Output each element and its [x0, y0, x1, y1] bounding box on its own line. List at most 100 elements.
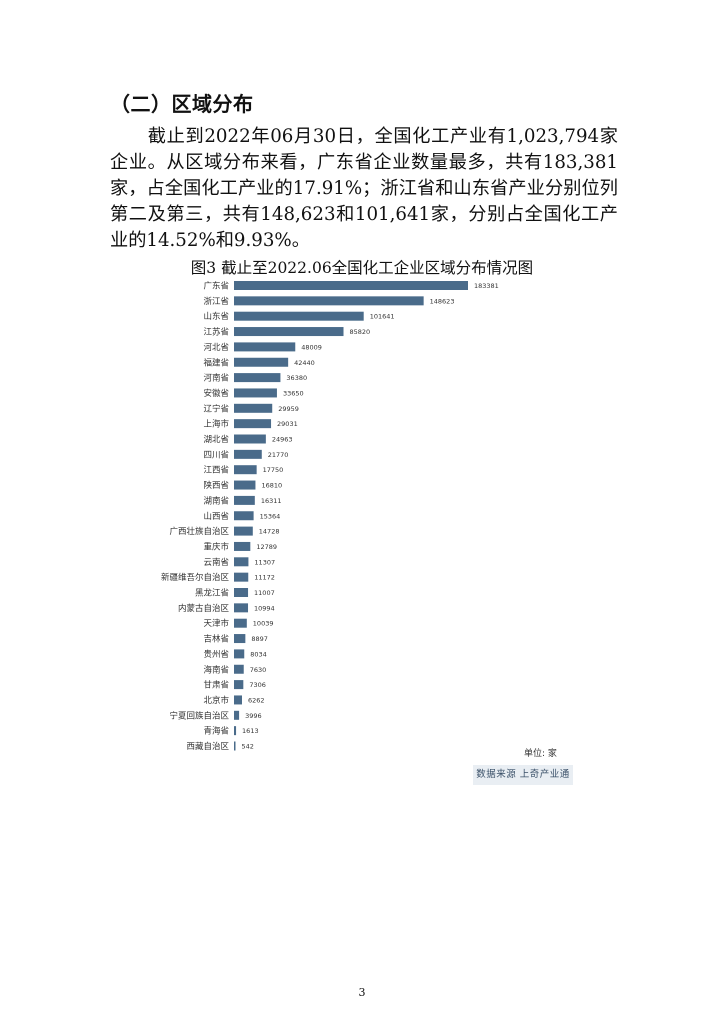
bar — [234, 342, 296, 352]
category-label: 辽宁省 — [203, 403, 229, 414]
value-label: 16311 — [261, 497, 282, 505]
bar — [234, 388, 277, 398]
value-label: 29031 — [277, 420, 298, 428]
category-label: 四川省 — [203, 449, 229, 460]
category-label: 贵州省 — [203, 649, 229, 660]
value-label: 183381 — [474, 282, 499, 290]
category-label: 重庆市 — [203, 541, 229, 552]
category-label: 江苏省 — [203, 327, 229, 338]
bar — [234, 311, 364, 321]
category-label: 吉林省 — [203, 634, 229, 645]
category-label: 宁夏回族自治区 — [169, 710, 229, 721]
bar — [234, 572, 249, 582]
paragraph-text: 截止到2022年06月30日，全国化工产业有1,023,794家企业。从区域分布… — [110, 126, 618, 251]
bar — [234, 419, 272, 429]
bar — [234, 526, 253, 536]
category-label: 陕西省 — [203, 480, 229, 491]
category-label: 河南省 — [203, 373, 229, 384]
bar — [234, 741, 236, 751]
bar — [234, 618, 247, 628]
bar — [234, 588, 249, 597]
bar — [234, 557, 249, 567]
category-label: 内蒙古自治区 — [178, 603, 230, 614]
value-label: 10039 — [253, 620, 274, 628]
category-label: 福建省 — [203, 357, 229, 368]
bar — [234, 357, 289, 367]
value-label: 85820 — [350, 328, 371, 336]
value-label: 16810 — [261, 482, 282, 490]
value-label: 10994 — [254, 604, 275, 612]
section-heading: （二）区域分布 — [110, 92, 254, 116]
category-label: 甘肃省 — [203, 680, 229, 691]
category-label: 湖北省 — [203, 434, 229, 445]
bar — [234, 664, 244, 674]
category-label: 安徽省 — [203, 388, 229, 399]
category-label: 江西省 — [203, 465, 229, 476]
bar — [234, 495, 255, 505]
category-label: 青海省 — [203, 726, 229, 737]
bar — [234, 649, 245, 659]
bar — [234, 327, 344, 337]
value-label: 11172 — [254, 574, 275, 582]
bar — [234, 726, 237, 736]
bar — [234, 710, 240, 720]
value-label: 11307 — [254, 558, 275, 566]
value-label: 48009 — [301, 343, 322, 351]
value-label: 36380 — [286, 374, 307, 382]
value-label: 15364 — [260, 512, 281, 520]
bar — [234, 603, 249, 613]
category-label: 北京市 — [203, 695, 229, 706]
bar — [234, 541, 251, 551]
value-label: 21770 — [268, 451, 289, 459]
value-label: 33650 — [283, 389, 304, 397]
bar — [234, 296, 424, 306]
category-label: 浙江省 — [203, 296, 229, 307]
bar — [234, 373, 281, 383]
bar — [234, 511, 254, 521]
bar — [234, 680, 244, 690]
value-label: 11007 — [254, 589, 275, 597]
unit-label: 单位: 家 — [524, 749, 557, 759]
category-label: 云南省 — [203, 557, 229, 568]
value-label: 8034 — [250, 650, 267, 658]
category-label: 河北省 — [203, 342, 229, 353]
bar — [234, 434, 266, 444]
category-label: 湖南省 — [203, 495, 229, 506]
body-paragraph: 截止到2022年06月30日，全国化工产业有1,023,794家企业。从区域分布… — [110, 124, 618, 254]
value-label: 7630 — [250, 666, 267, 674]
value-label: 1613 — [242, 727, 259, 735]
value-label: 29959 — [278, 405, 299, 413]
category-label: 新疆维吾尔自治区 — [161, 572, 230, 583]
value-label: 542 — [242, 743, 254, 751]
value-label: 3996 — [245, 712, 262, 720]
bar — [234, 465, 257, 475]
category-label: 山西省 — [203, 511, 229, 522]
category-label: 海南省 — [203, 664, 229, 675]
category-label: 上海市 — [203, 419, 229, 430]
bar — [234, 449, 262, 459]
value-label: 148623 — [430, 297, 455, 305]
bar — [234, 403, 273, 413]
category-label: 黑龙江省 — [195, 588, 230, 599]
value-label: 7306 — [249, 681, 266, 689]
value-label: 24963 — [272, 436, 293, 444]
page-number: 3 — [358, 986, 366, 999]
value-label: 42440 — [294, 359, 315, 367]
category-label: 广西壮族自治区 — [169, 526, 229, 537]
bar — [234, 634, 246, 644]
value-label: 8897 — [251, 635, 268, 643]
figure-title: 图3 截止至2022.06全国化工企业区域分布情况图 — [190, 259, 534, 277]
bar-chart: 广东省 183381 浙江省 148623 山东省 101641 江苏省 85820 河北省 48… — [161, 281, 499, 753]
value-label: 12789 — [256, 543, 277, 551]
value-label: 17750 — [263, 466, 284, 474]
data-source-badge: 数据来源 上奇产业通 — [473, 765, 573, 785]
category-label: 山东省 — [203, 311, 229, 322]
category-label: 天津市 — [203, 618, 229, 629]
bar — [234, 480, 256, 490]
category-label: 广东省 — [203, 281, 229, 292]
value-label: 6262 — [248, 696, 265, 704]
value-label: 101641 — [370, 313, 395, 321]
bar — [234, 281, 468, 290]
value-label: 14728 — [259, 528, 280, 536]
bar — [234, 695, 242, 705]
